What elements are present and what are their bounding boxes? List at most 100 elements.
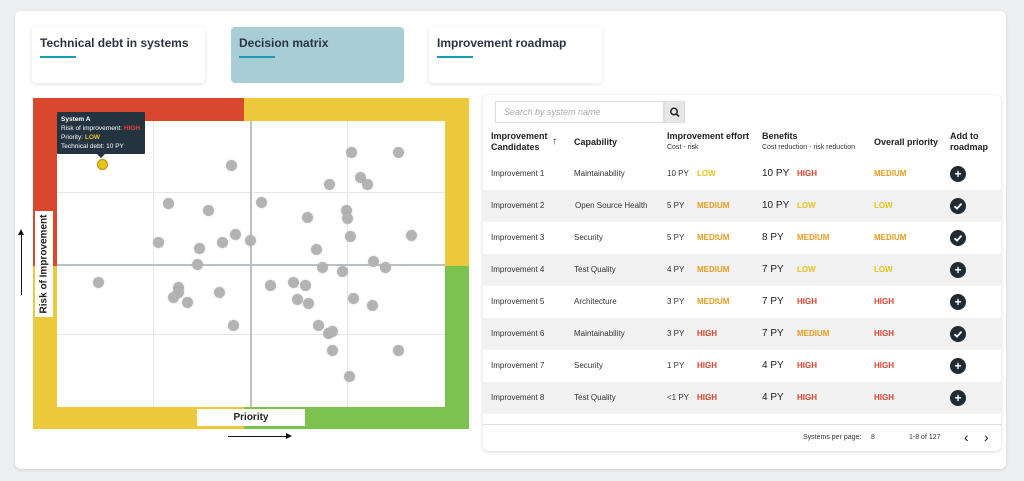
next-page-icon[interactable]: › [984, 429, 989, 445]
system-point[interactable] [162, 197, 174, 209]
system-point[interactable] [229, 228, 241, 240]
system-point[interactable] [354, 171, 366, 183]
system-point[interactable] [244, 234, 256, 246]
system-point[interactable] [366, 299, 378, 311]
system-point[interactable] [310, 243, 322, 255]
cell-risk-reduction: LOW [797, 265, 816, 274]
system-point[interactable] [181, 296, 193, 308]
add-icon[interactable]: + [950, 390, 966, 406]
system-point[interactable] [301, 211, 313, 223]
system-point[interactable] [167, 291, 179, 303]
system-point[interactable] [316, 261, 328, 273]
cell-name: Improvement 8 [491, 393, 545, 402]
system-point[interactable] [347, 292, 359, 304]
cell-priority: HIGH [874, 361, 894, 370]
system-point[interactable] [227, 319, 239, 331]
system-point[interactable] [291, 293, 303, 305]
cell-capability: Security [574, 361, 603, 370]
system-point[interactable] [172, 286, 184, 298]
table-row[interactable]: Improvement 8 Test Quality <1 PY HIGH 4 PY HI… [483, 382, 1001, 414]
selected-system-point[interactable] [96, 158, 108, 170]
cell-name: Improvement 5 [491, 297, 545, 306]
system-point[interactable] [299, 279, 311, 291]
tab-decision-matrix[interactable]: Decision matrix [231, 27, 404, 83]
tab-underline [437, 56, 473, 58]
table-header: Improvement Candidates ↑ Capability Impr… [483, 131, 1001, 158]
cell-cost-reduction: 10 PY [762, 168, 790, 179]
header-effort-label: Improvement effort [667, 131, 750, 141]
per-page-select[interactable]: 8 [871, 434, 875, 441]
tab-label: Technical debt in systems [40, 36, 189, 50]
cell-cost-reduction: 7 PY [762, 296, 784, 307]
system-point[interactable] [336, 265, 348, 277]
search-input[interactable]: Search by system name [495, 101, 664, 123]
cell-risk: HIGH [697, 393, 717, 402]
system-point[interactable] [340, 204, 352, 216]
check-icon[interactable] [950, 198, 966, 214]
system-point[interactable] [392, 344, 404, 356]
system-point[interactable] [392, 146, 404, 158]
table-row[interactable]: Improvement 5 Architecture 3 PY MEDIUM 7 PY H… [483, 286, 1001, 318]
system-point[interactable] [191, 258, 203, 270]
system-point[interactable] [361, 178, 373, 190]
table-row[interactable]: Improvement 3 Security 5 PY MEDIUM 8 PY MEDIU… [483, 222, 1001, 254]
table-row[interactable]: Improvement 2 Open Source Health 5 PY MEDIU… [483, 190, 1001, 222]
cell-cost: 4 PY [667, 265, 685, 274]
tab-label: Decision matrix [239, 36, 329, 50]
search-icon [670, 107, 680, 118]
table-row[interactable]: Improvement 1 Maintainability 10 PY LOW 10 P… [483, 158, 1001, 190]
tab-improvement-roadmap[interactable]: Improvement roadmap [429, 27, 602, 83]
system-point[interactable] [326, 325, 338, 337]
cell-name: Improvement 3 [491, 233, 545, 242]
tooltip-debt: Technical debt: 10 PY [61, 143, 124, 150]
system-point[interactable] [343, 370, 355, 382]
system-point[interactable] [341, 212, 353, 224]
tooltip-title: System A [61, 116, 91, 123]
prev-page-icon[interactable]: ‹ [964, 429, 969, 445]
check-icon[interactable] [950, 326, 966, 342]
system-point[interactable] [379, 261, 391, 273]
add-icon[interactable]: + [950, 358, 966, 374]
system-point[interactable] [326, 344, 338, 356]
cell-capability: Architecture [574, 297, 617, 306]
cell-cost-reduction: 8 PY [762, 232, 784, 243]
check-icon[interactable] [950, 230, 966, 246]
cell-risk: HIGH [697, 329, 717, 338]
header-benefits-label: Benefits [762, 131, 798, 141]
system-point[interactable] [312, 319, 324, 331]
system-point[interactable] [255, 196, 267, 208]
sort-up-icon[interactable]: ↑ [552, 136, 557, 147]
tab-technical-debt[interactable]: Technical debt in systems [32, 27, 205, 83]
cell-risk-reduction: HIGH [797, 361, 817, 370]
cell-risk-reduction: HIGH [797, 169, 817, 178]
table-row[interactable]: Improvement 6 Maintainability 3 PY HIGH 7 PY… [483, 318, 1001, 350]
system-point[interactable] [345, 146, 357, 158]
system-point[interactable] [264, 279, 276, 291]
system-point[interactable] [193, 242, 205, 254]
system-point[interactable] [225, 159, 237, 171]
system-point[interactable] [367, 255, 379, 267]
system-point[interactable] [287, 276, 299, 288]
system-point[interactable] [405, 229, 417, 241]
system-point[interactable] [344, 230, 356, 242]
header-effort-sub: Cost - risk [667, 144, 699, 151]
cell-priority: MEDIUM [874, 169, 907, 178]
table-row[interactable]: Improvement 4 Test Quality 4 PY MEDIUM 7 PY L… [483, 254, 1001, 286]
system-point[interactable] [213, 286, 225, 298]
cell-risk: HIGH [697, 361, 717, 370]
system-point[interactable] [92, 276, 104, 288]
system-point[interactable] [323, 178, 335, 190]
table-row[interactable]: Improvement 7 Security 1 PY HIGH 4 PY HIGH HIG… [483, 350, 1001, 382]
system-point[interactable] [202, 204, 214, 216]
cell-risk: LOW [697, 169, 716, 178]
system-point[interactable] [302, 297, 314, 309]
system-point[interactable] [152, 236, 164, 248]
cell-capability: Security [574, 233, 603, 242]
add-icon[interactable]: + [950, 166, 966, 182]
add-icon[interactable]: + [950, 262, 966, 278]
add-icon[interactable]: + [950, 294, 966, 310]
header-effort: Improvement effort Cost - risk [667, 131, 749, 153]
system-point[interactable] [216, 236, 228, 248]
search-button[interactable] [664, 101, 685, 123]
cell-risk-reduction: HIGH [797, 393, 817, 402]
